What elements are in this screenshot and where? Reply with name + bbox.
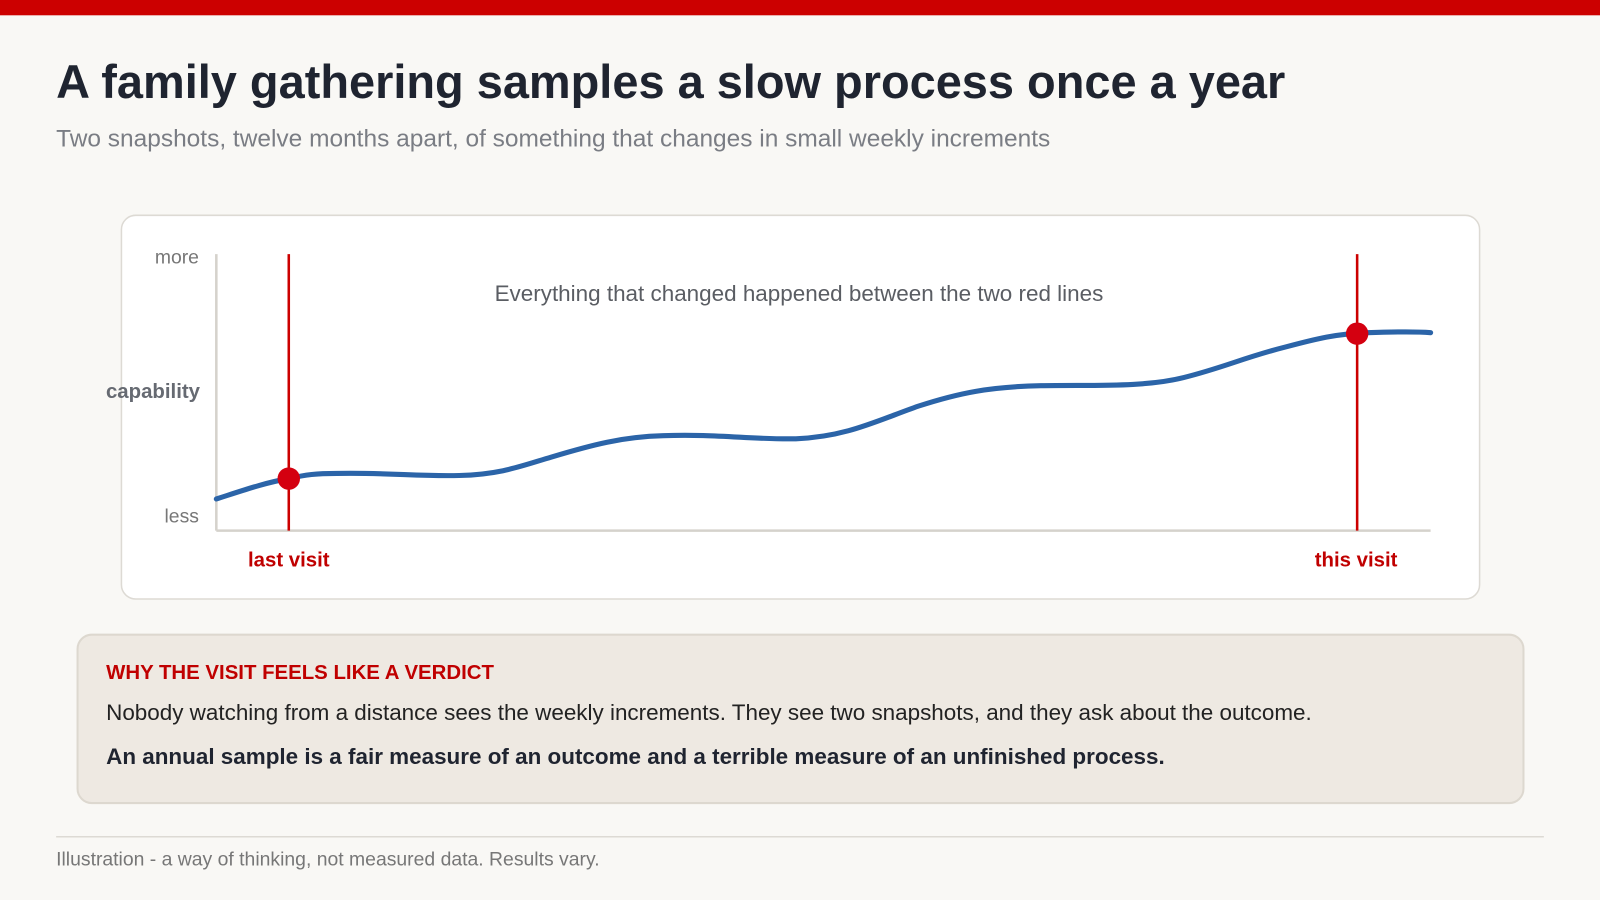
callout-body: Nobody watching from a distance sees the… [106, 700, 1312, 725]
capability-curve [213, 329, 1434, 502]
axis-label-middle: capability [106, 381, 201, 403]
callout-box [76, 633, 1525, 805]
callout-emphasis: An annual sample is a fair measure of an… [106, 744, 1165, 769]
visit-point [277, 467, 300, 490]
annotation: Everything that changed happened between… [495, 281, 1104, 306]
marker-label: this visit [1315, 550, 1398, 572]
visit-point [1345, 322, 1369, 345]
title: A family gathering samples a slow proces… [56, 56, 1285, 108]
callout-heading: WHY THE VISIT FEELS LIKE A VERDICT [106, 662, 494, 684]
marker-label: last visit [248, 550, 330, 572]
axis-label-top: more [155, 246, 199, 268]
footer-note: Illustration - a way of thinking, not me… [56, 848, 599, 870]
axis-label-bottom: less [165, 505, 199, 527]
top-bar [0, 0, 1600, 16]
chart-card [120, 214, 1481, 600]
subtitle: Two snapshots, twelve months apart, of s… [56, 125, 1050, 152]
